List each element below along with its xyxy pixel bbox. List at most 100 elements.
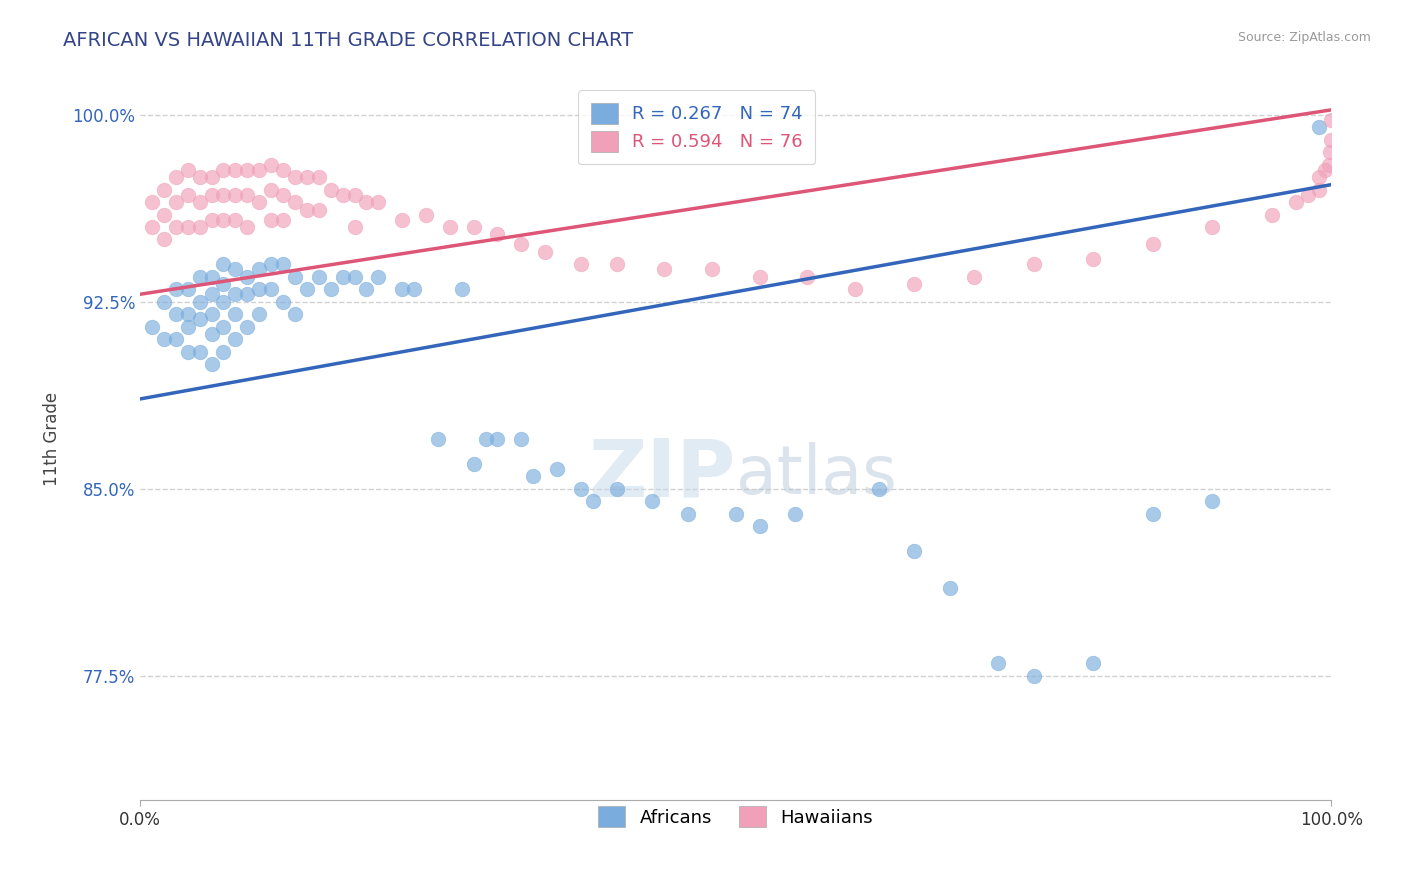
Text: atlas: atlas (735, 442, 897, 508)
Point (188, 294, 211, 309)
Point (391, 282, 413, 296)
Point (224, 187, 246, 202)
Point (177, 162, 200, 177)
Point (844, 282, 866, 296)
Point (415, 207, 437, 221)
Point (343, 269, 366, 284)
Point (903, 277, 925, 292)
Point (1320, 112, 1343, 127)
Point (450, 282, 472, 296)
Point (212, 257, 235, 271)
Point (785, 507, 807, 521)
Point (200, 327, 222, 342)
Point (641, 494, 664, 508)
Point (1201, 494, 1223, 508)
Point (236, 319, 259, 334)
Point (247, 307, 270, 321)
Point (343, 187, 366, 202)
Point (177, 307, 200, 321)
Point (903, 544, 925, 558)
Point (1081, 656, 1104, 670)
Text: Source: ZipAtlas.com: Source: ZipAtlas.com (1237, 31, 1371, 45)
Point (247, 262, 270, 277)
Point (236, 269, 259, 284)
Point (308, 269, 330, 284)
Point (212, 344, 235, 359)
Point (868, 482, 890, 496)
Point (188, 219, 211, 234)
Point (724, 507, 747, 521)
Point (200, 187, 222, 202)
Point (748, 269, 770, 284)
Point (212, 277, 235, 292)
Point (284, 269, 307, 284)
Point (474, 432, 496, 446)
Point (534, 244, 557, 259)
Point (486, 432, 509, 446)
Point (260, 257, 283, 271)
Point (212, 319, 235, 334)
Point (332, 187, 354, 202)
Point (236, 219, 259, 234)
Point (569, 482, 592, 496)
Point (200, 170, 222, 185)
Point (165, 170, 187, 185)
Point (606, 482, 628, 496)
Point (332, 269, 354, 284)
Point (486, 227, 509, 242)
Point (177, 219, 200, 234)
Point (271, 187, 294, 202)
Point (652, 262, 675, 277)
Point (200, 287, 222, 301)
Point (260, 282, 283, 296)
Point (367, 195, 389, 210)
Point (1315, 162, 1337, 177)
Point (391, 212, 413, 227)
Point (426, 432, 449, 446)
Point (1142, 507, 1164, 521)
Point (1081, 252, 1104, 267)
Point (212, 294, 235, 309)
Point (582, 494, 605, 508)
Point (153, 332, 176, 346)
Point (224, 332, 246, 346)
Point (165, 195, 187, 210)
Point (177, 282, 200, 296)
Point (188, 312, 211, 326)
Point (284, 307, 307, 321)
Point (319, 183, 342, 197)
Point (1261, 207, 1284, 221)
Point (153, 232, 176, 246)
Point (1022, 257, 1045, 271)
Point (271, 162, 294, 177)
Point (260, 183, 283, 197)
Point (319, 282, 342, 296)
Point (247, 282, 270, 296)
Point (1319, 145, 1341, 160)
Point (1022, 668, 1045, 682)
Y-axis label: 11th Grade: 11th Grade (44, 392, 60, 486)
Point (224, 262, 246, 277)
Point (284, 170, 307, 185)
Point (1308, 120, 1330, 135)
Point (247, 162, 270, 177)
Point (165, 332, 187, 346)
Point (1201, 219, 1223, 234)
Point (271, 212, 294, 227)
Point (177, 344, 200, 359)
Point (247, 195, 270, 210)
Point (177, 187, 200, 202)
Point (141, 319, 163, 334)
Point (308, 170, 330, 185)
Legend: Africans, Hawaiians: Africans, Hawaiians (591, 799, 880, 835)
Point (165, 307, 187, 321)
Point (212, 212, 235, 227)
Point (1285, 195, 1308, 210)
Point (188, 170, 211, 185)
Point (1296, 187, 1319, 202)
Point (141, 219, 163, 234)
Point (1317, 158, 1340, 172)
Point (271, 257, 294, 271)
Point (236, 287, 259, 301)
Point (522, 469, 544, 483)
